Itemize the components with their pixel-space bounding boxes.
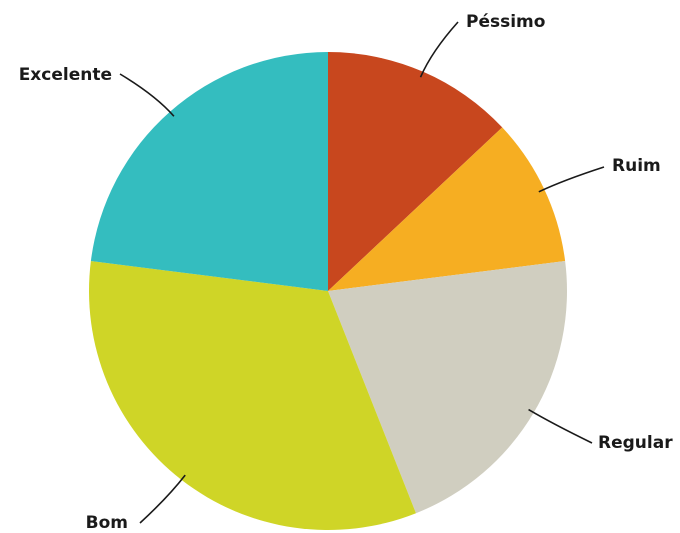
slice-label-ruim: Ruim <box>612 156 661 176</box>
leader-line-pessimo <box>421 22 458 77</box>
leader-line-ruim <box>539 167 604 192</box>
slice-label-excelente: Excelente <box>19 65 112 85</box>
slice-label-regular: Regular <box>598 433 673 453</box>
slice-label-pessimo: Péssimo <box>466 12 545 32</box>
leader-line-excelente <box>120 74 174 116</box>
slice-label-bom: Bom <box>86 513 128 533</box>
pie-slice-excelente <box>91 52 328 291</box>
pie-slices <box>89 52 567 530</box>
leader-line-bom <box>140 475 185 523</box>
leader-line-regular <box>529 410 592 443</box>
